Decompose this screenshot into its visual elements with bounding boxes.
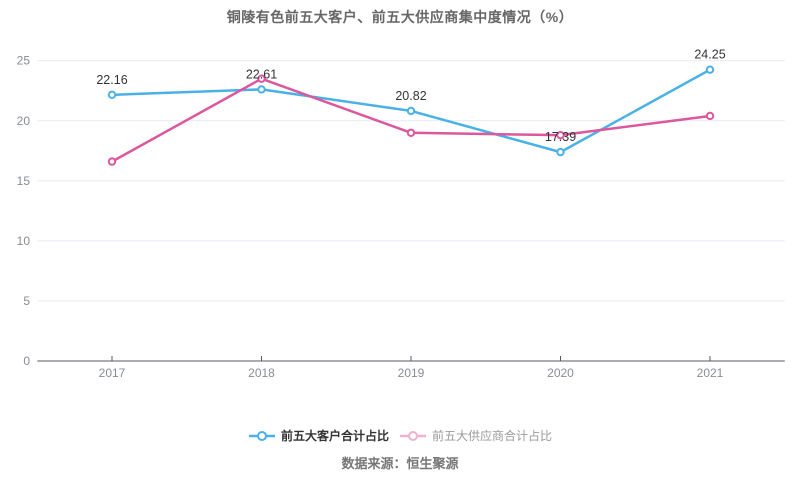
data-point-label: 17.39 [545, 130, 576, 144]
data-source-note: 数据来源：恒生聚源 [341, 456, 459, 471]
data-point-1-2019[interactable] [406, 128, 416, 137]
y-axis-tick-label: 0 [23, 354, 30, 368]
data-point-label: 24.25 [694, 48, 725, 62]
x-axis-tick-label: 2019 [398, 366, 425, 380]
x-axis-tick-label: 2018 [248, 366, 275, 380]
data-point-0-2019[interactable] [406, 106, 416, 116]
x-axis-tick-label: 2020 [547, 366, 574, 380]
line-chart-plot-area[interactable]: 0 5 10 15 20 25 2017 2018 2019 2020 2021 22.16 22.61… [0, 0, 800, 405]
y-axis-tick-label: 5 [23, 294, 30, 308]
legend-item-customers[interactable]: 前五大客户合计占比 [248, 427, 389, 444]
y-axis-tick-label: 15 [17, 174, 31, 188]
data-point-1-2017[interactable] [107, 157, 117, 166]
y-axis-tick-label: 10 [17, 234, 31, 248]
data-point-1-2018[interactable] [257, 74, 266, 83]
data-point-label: 20.82 [395, 89, 426, 103]
line-series-icon [248, 430, 275, 441]
legend-label-suppliers: 前五大供应商合计占比 [432, 429, 553, 443]
data-point-label: 22.61 [246, 67, 277, 81]
data-point-0-2021[interactable] [705, 65, 715, 74]
chart-title: 铜陵有色前五大客户、前五大供应商集中度情况（%） [226, 9, 574, 25]
y-axis-tick-label: 25 [17, 54, 31, 68]
y-axis-tick-label: 20 [17, 114, 31, 128]
chart-legend: 前五大客户合计占比 前五大供应商合计占比 [0, 427, 800, 444]
data-point-0-2018[interactable] [257, 85, 266, 94]
data-point-label: 22.16 [96, 73, 127, 87]
legend-label-customers: 前五大客户合计占比 [280, 429, 389, 443]
line-series-icon [400, 430, 426, 441]
data-point-0-2017[interactable] [107, 90, 117, 100]
x-axis-tick-label: 2017 [99, 366, 126, 380]
data-point-1-2020[interactable] [556, 130, 565, 140]
x-axis-tick-label: 2021 [697, 366, 724, 380]
data-point-1-2021[interactable] [705, 111, 715, 121]
legend-item-suppliers[interactable]: 前五大供应商合计占比 [399, 427, 552, 444]
data-point-0-2020[interactable] [556, 147, 565, 157]
